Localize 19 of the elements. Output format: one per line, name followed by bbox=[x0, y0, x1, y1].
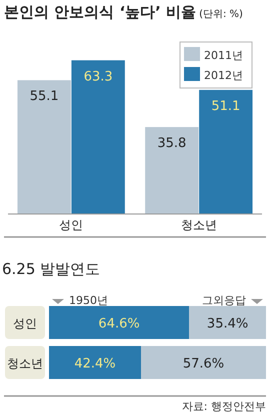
data-label: 64.6% bbox=[98, 316, 140, 332]
series-label: 1950년 bbox=[69, 294, 108, 307]
chart-title: 6.25 발발연도 bbox=[2, 260, 100, 278]
text: 자료: 행정안전부 bbox=[182, 400, 266, 413]
series-label: 그외응답 bbox=[202, 294, 246, 307]
legend-label: 2011년 bbox=[204, 49, 243, 62]
data-label: 55.1 bbox=[30, 89, 59, 104]
data-label: 63.3 bbox=[84, 69, 113, 84]
bar bbox=[71, 60, 125, 214]
bar bbox=[17, 80, 71, 214]
data-label: 35.4% bbox=[206, 316, 248, 332]
bar bbox=[145, 127, 199, 214]
data-label: 35.8 bbox=[157, 136, 186, 152]
data-label: 51.1 bbox=[211, 98, 240, 114]
data-label: 57.6% bbox=[182, 356, 224, 372]
data-label: 42.4% bbox=[74, 356, 116, 372]
legend-label: 2012년 bbox=[204, 69, 243, 82]
chart-subtitle: (단위: %) bbox=[199, 9, 244, 20]
chart-title: 본인의 안보의식 ‘높다’ 비율 bbox=[4, 3, 196, 21]
